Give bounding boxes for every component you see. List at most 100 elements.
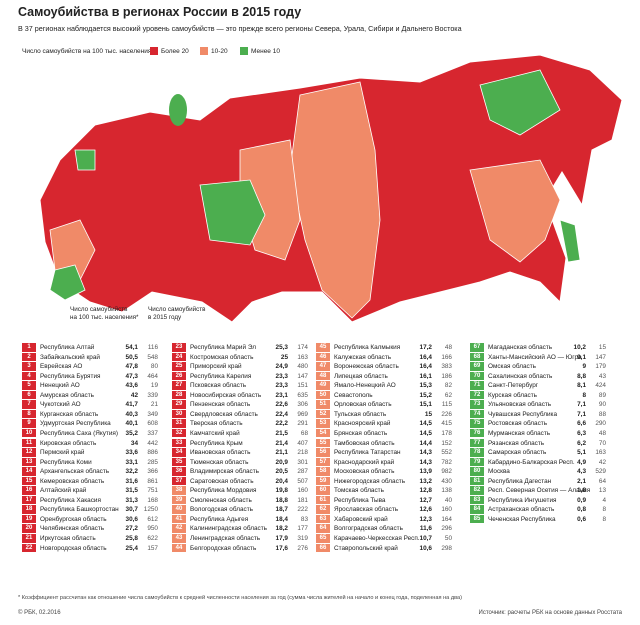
rate: 20,9 [275,458,288,466]
table-row: 14 Архангельская область 32,2 366 [22,467,162,476]
table-row: 30 Свердловская область 22,4 969 [172,409,312,419]
table-row: 52 Тульская область 15 226 [316,409,456,419]
table-row: 56 Республика Татарстан 14,3 552 [316,448,456,457]
count: 276 [297,544,308,552]
rank-badge: 66 [316,543,330,553]
rank-badge: 60 [316,486,330,495]
table-row: 85 Чеченская Республика 0,6 8 [470,514,610,524]
rank-badge: 7 [22,400,36,409]
legend-item: Более 20 [150,47,189,55]
region-name: Курская область [488,391,537,399]
table-row: 73 Ульяновская область 7,1 90 [470,400,610,409]
count: 13 [598,487,606,495]
rank-badge: 54 [316,428,330,438]
count: 529 [595,468,606,476]
table-row: 19 Оренбургская область 30,6 612 [22,514,162,524]
rate: 25,3 [275,344,288,351]
rate: 8,1 [577,382,586,390]
rate: 54,1 [125,344,138,351]
count: 383 [441,363,452,371]
rate: 7,1 [577,401,586,409]
count: 147 [595,353,606,361]
rate: 47,8 [125,363,138,371]
count: 164 [441,515,452,523]
rank-badge: 69 [470,362,484,371]
count: 42 [598,458,606,466]
rate: 35,2 [125,429,138,437]
legend-swatch [240,47,248,55]
rank-badge: 71 [470,381,484,390]
table-row: 70 Сахалинская область 8,8 43 [470,371,610,381]
source: Источник: расчеты РБК на основе данных Р… [478,610,623,616]
region-name: Чеченская Республика [488,515,556,523]
count: 319 [297,535,308,542]
table-row: 18 Республика Башкортостан 30,7 1250 [22,505,162,514]
region-name: Владимирская область [190,468,259,476]
count: 70 [598,439,606,447]
region-name: Республика Тыва [334,496,386,504]
rate: 15 [424,410,432,418]
table-row: 39 Смоленская область 18,8 181 [172,495,312,505]
table-row: 8 Курганская область 40,3 349 [22,409,162,419]
rank-badge: 19 [22,514,36,524]
rank-badge: 79 [470,457,484,467]
count: 4 [602,496,606,504]
credit: © РБК, 02.2016 [18,610,61,616]
column-header: Число самоубийств на 100 тыс. населения* [70,306,139,321]
table-row: 6 Амурская область 42 339 [22,390,162,400]
count: 982 [441,468,452,476]
count: 147 [297,372,308,380]
table-row: 76 Мурманская область 6,3 48 [470,428,610,438]
count: 168 [147,496,158,504]
rank-badge: 61 [316,495,330,505]
table-row: 16 Алтайский край 31,5 751 [22,486,162,495]
count: 337 [147,429,158,437]
rate: 4,3 [577,468,586,476]
region-name: Чувашская Республика [488,410,558,418]
rank-badge: 43 [172,534,186,543]
table-row: 17 Республика Хакасия 31,3 168 [22,495,162,505]
table-row: 2 Забайкальский край 50,5 548 [22,352,162,362]
count: 174 [297,344,308,351]
count: 782 [441,458,452,466]
rank-badge: 70 [470,371,484,381]
count: 62 [444,391,452,399]
rate: 27,2 [125,525,138,533]
table-row: 58 Московская область 13,9 982 [316,467,456,476]
table-row: 21 Иркутская область 25,8 622 [22,534,162,543]
region-name: Чукотский АО [40,401,81,409]
rank-badge: 13 [22,457,36,467]
region-name: Новосибирская область [190,391,262,399]
region-name: Забайкальский край [40,353,100,361]
rate: 25 [280,353,288,361]
count: 861 [147,477,158,485]
count: 186 [441,372,452,380]
rate: 9,1 [577,353,586,361]
rank-badge: 53 [316,419,330,428]
region-name: Еврейская АО [40,363,83,371]
count: 116 [147,344,158,351]
table-row: 64 Волгоградская область 11,6 296 [316,524,456,533]
rank-badge: 59 [316,476,330,486]
table-row: 37 Саратовская область 20,4 507 [172,476,312,486]
map-zone-low [479,69,561,136]
rate: 25,8 [125,535,138,542]
region-name: Оренбургская область [40,515,107,523]
rank-badge: 51 [316,400,330,409]
count: 8 [602,515,606,523]
table-row: 67 Магаданская область 10,2 15 [470,343,610,352]
count: 15 [598,344,606,351]
region-name: Омская область [488,363,536,371]
rate: 11,6 [419,525,432,533]
count: 226 [441,410,452,418]
rate: 0,8 [577,506,586,514]
rate: 13,2 [419,477,432,485]
table-row: 10 Республика Саха (Якутия) 35,2 337 [22,428,162,438]
rate: 18,7 [275,506,288,514]
count: 287 [297,468,308,476]
region-name: Кабардино-Балкарская Респ. [488,458,575,466]
region-name: Пензенская область [190,401,251,409]
legend-label: Менее 10 [251,47,280,55]
region-name: Тюменская область [190,458,249,466]
rate: 16,4 [419,353,432,361]
